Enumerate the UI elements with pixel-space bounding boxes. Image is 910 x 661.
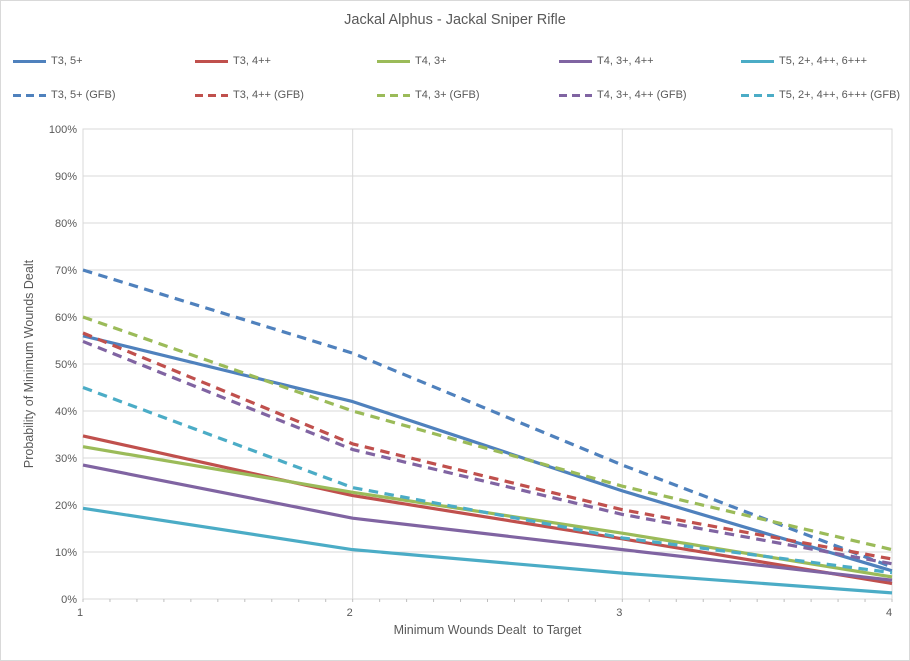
legend-label: T5, 2+, 4++, 6+++ [779, 55, 868, 67]
legend-dashed-line-swatch [741, 93, 774, 97]
chart-title: Jackal Alphus - Jackal Sniper Rifle [344, 12, 566, 28]
legend-item-t5-2+-4++-6+++: T5, 2+, 4++, 6+++ [729, 55, 909, 67]
legend-label: T3, 4++ [233, 55, 271, 67]
series-line-t4-3+-4++ [82, 463, 893, 582]
legend-label: T5, 2+, 4++, 6+++ (GFB) [779, 89, 901, 101]
legend-item-t4-3+-4++-gfb-: T4, 3+, 4++ (GFB) [547, 89, 729, 101]
legend-dashed-line-swatch [13, 93, 46, 97]
legend-item-t4-3+: T4, 3+ [365, 55, 547, 67]
y-tick-label: 60% [55, 312, 77, 324]
legend-dashed-line-swatch [195, 93, 228, 97]
legend-solid-line-swatch [13, 59, 46, 63]
legend-dashed-line-swatch [559, 93, 592, 97]
y-tick-label: 50% [55, 359, 77, 371]
legend-solid-line-swatch [741, 59, 774, 63]
y-tick-label: 70% [55, 265, 77, 277]
x-tick-label: 4 [886, 607, 892, 619]
legend-dashed-line-swatch [377, 93, 410, 97]
legend-item-t3-4++: T3, 4++ [183, 55, 365, 67]
legend-label: T3, 5+ [51, 55, 83, 67]
y-tick-label: 10% [55, 547, 77, 559]
x-tick-label: 2 [347, 607, 353, 619]
series-line-t3-5+-gfb- [82, 268, 893, 569]
series-line-t5-2+-4++-6+++ [82, 506, 893, 595]
y-axis-title: Probability of Minimum Wounds Dealt [22, 259, 36, 469]
x-tick-label: 1 [77, 607, 83, 619]
series-line-t4-3+-4++-gfb- [82, 339, 893, 566]
legend-solid-line-swatch [377, 59, 410, 63]
legend-row-dashed: T3, 5+ (GFB) T3, 4++ (GFB) T4, 3+ (GFB) T4,… [1, 89, 909, 101]
y-tick-label: 90% [55, 171, 77, 183]
y-tick-label: 0% [61, 594, 77, 606]
legend-solid-line-swatch [195, 59, 228, 63]
legend-label: T4, 3+ (GFB) [415, 89, 480, 101]
legend-label: T3, 5+ (GFB) [51, 89, 116, 101]
legend-item-t3-5+-gfb-: T3, 5+ (GFB) [1, 89, 183, 101]
legend-solid-line-swatch [559, 59, 592, 63]
y-tick-label: 20% [55, 500, 77, 512]
series-line-t4-3+-gfb- [82, 315, 893, 552]
series-line-t3-4++ [82, 434, 893, 586]
series-line-t5-2+-4++-6+++-gfb- [82, 386, 893, 575]
legend-label: T4, 3+ [415, 55, 447, 67]
legend-label: T3, 4++ (GFB) [233, 89, 304, 101]
y-tick-label: 100% [49, 124, 77, 136]
legend-item-t4-3+-4++: T4, 3+, 4++ [547, 55, 729, 67]
legend-item-t4-3+-gfb-: T4, 3+ (GFB) [365, 89, 547, 101]
series-line-t3-5+ [82, 334, 893, 573]
x-axis-title: Minimum Wounds Dealt to Target [393, 623, 582, 637]
legend-label: T4, 3+, 4++ (GFB) [597, 89, 687, 101]
y-tick-label: 40% [55, 406, 77, 418]
series-line-t3-4++-gfb- [82, 331, 893, 561]
legend-label: T4, 3+, 4++ [597, 55, 654, 67]
legend-item-t3-4++-gfb-: T3, 4++ (GFB) [183, 89, 365, 101]
legend-item-t3-5+: T3, 5+ [1, 55, 183, 67]
legend-row-solid: T3, 5+ T3, 4++ T4, 3+ T4, 3+, 4++ T5, 2+, 4+… [1, 55, 909, 67]
y-tick-label: 80% [55, 218, 77, 230]
legend-item-t5-2+-4++-6+++-gfb-: T5, 2+, 4++, 6+++ (GFB) [729, 89, 909, 101]
y-tick-label: 30% [55, 453, 77, 465]
x-tick-label: 3 [616, 607, 622, 619]
